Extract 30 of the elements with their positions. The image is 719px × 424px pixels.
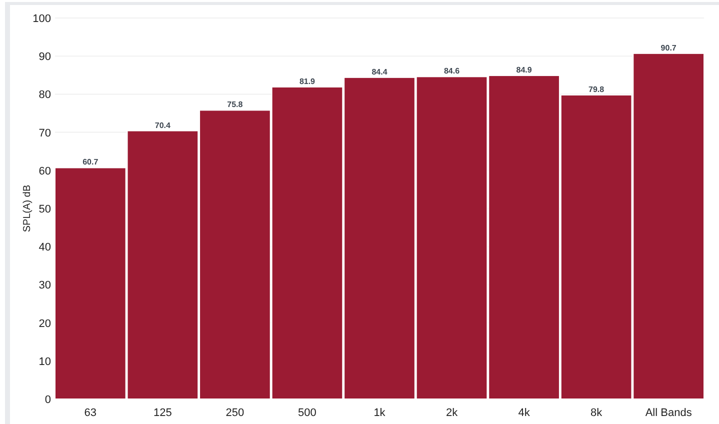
x-tick-label: 4k: [518, 407, 530, 419]
data-label: 84.4: [372, 67, 388, 76]
y-tick-label: 70: [38, 127, 51, 140]
data-label: 81.9: [299, 76, 316, 86]
y-tick-label: 30: [38, 280, 51, 292]
x-tick-label: 125: [154, 407, 172, 419]
y-tick-label: 60: [38, 165, 51, 178]
x-tick-label: 63: [84, 407, 97, 419]
y-tick-label: 0: [44, 394, 51, 406]
x-tick-label: 250: [226, 407, 244, 419]
y-tick-label: 80: [38, 89, 51, 102]
x-tick-label: 1k: [374, 407, 386, 419]
y-tick-label: 40: [38, 242, 51, 254]
y-tick-label: 90: [38, 51, 51, 64]
y-tick-label: 50: [38, 204, 51, 216]
x-tick-label: All Bands: [645, 407, 692, 419]
data-label: 79.8: [588, 84, 605, 94]
x-tick-label: 8k: [590, 407, 603, 419]
data-label: 75.8: [227, 100, 244, 110]
data-label: 84.6: [444, 66, 460, 76]
x-tick-label: 500: [298, 407, 316, 419]
data-label: 70.4: [154, 120, 172, 130]
x-tick-label: 2k: [446, 407, 458, 419]
y-tick-label: 10: [38, 356, 51, 368]
y-tick-label: 20: [38, 318, 51, 330]
y-axis-title: SPL(A) dB: [22, 184, 33, 232]
data-label: 60.7: [82, 158, 99, 167]
data-label: 90.7: [660, 43, 677, 52]
y-tick-label: 100: [32, 13, 51, 25]
data-label: 84.9: [516, 66, 532, 75]
